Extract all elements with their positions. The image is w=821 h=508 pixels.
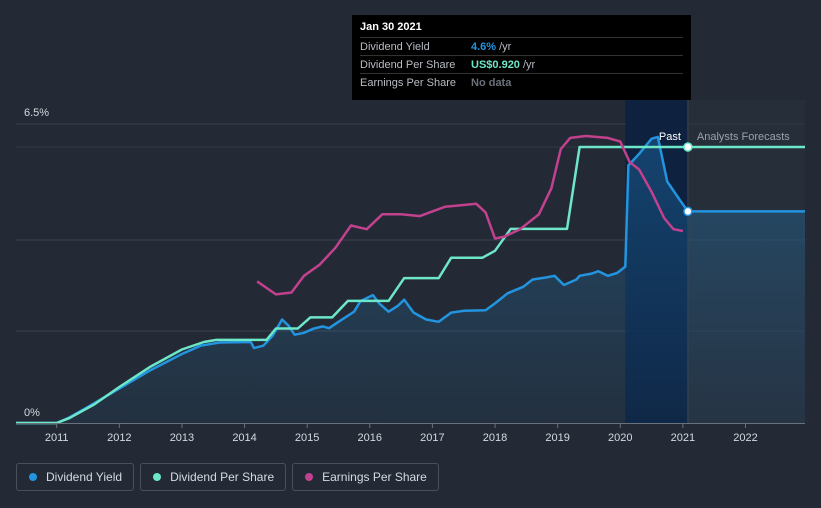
x-tick-label: 2011 <box>45 432 69 444</box>
legend-dividend-per-share[interactable]: Dividend Per Share <box>140 463 287 491</box>
dividend-yield-area <box>16 136 805 423</box>
tooltip: Jan 30 2021 Dividend Yield 4.6% /yr Divi… <box>352 15 691 100</box>
dividend-per-share-marker <box>683 142 693 152</box>
x-tick-label: 2016 <box>358 432 382 444</box>
tooltip-row-dividend-per-share: Dividend Per Share US$0.920 /yr <box>360 55 683 73</box>
dividend-per-share-line <box>16 145 805 425</box>
y-tick-label-max: 6.5% <box>24 107 49 119</box>
x-tick-label: 2021 <box>671 432 695 444</box>
tooltip-label: Earnings Per Share <box>360 76 456 89</box>
tooltip-label: Dividend Per Share <box>360 58 456 71</box>
tooltip-row-earnings-per-share: Earnings Per Share No data <box>360 73 683 91</box>
tooltip-unit: /yr <box>522 58 536 71</box>
legend-label: Dividend Yield <box>46 470 123 484</box>
legend-dot-icon <box>29 473 37 481</box>
legend-dividend-yield[interactable]: Dividend Yield <box>16 463 135 491</box>
tooltip-value: US$0.920 <box>471 58 520 71</box>
legend-earnings-per-share[interactable]: Earnings Per Share <box>292 463 439 491</box>
legend-label: Earnings Per Share <box>322 470 427 484</box>
x-tick-label: 2020 <box>608 432 632 444</box>
tooltip-row-dividend-yield: Dividend Yield 4.6% /yr <box>360 37 683 55</box>
x-tick-label: 2022 <box>733 432 757 444</box>
x-tick-label: 2013 <box>170 432 194 444</box>
tooltip-unit: /yr <box>499 40 512 53</box>
tooltip-date: Jan 30 2021 <box>360 21 422 33</box>
tooltip-value: No data <box>471 76 512 89</box>
legend-dot-icon <box>153 473 162 481</box>
x-tick-label: 2012 <box>107 432 131 444</box>
analysts-forecasts-label: Analysts Forecasts <box>697 131 790 143</box>
legend-label: Dividend Per Share <box>170 470 275 484</box>
dividend-yield-line <box>16 135 805 425</box>
x-tick-label: 2019 <box>545 432 569 444</box>
y-tick-label-zero: 0% <box>24 407 40 419</box>
legend: Dividend Yield Dividend Per Share Earnin… <box>16 463 439 491</box>
x-tick-label: 2017 <box>420 432 444 444</box>
legend-dot-icon <box>305 473 314 481</box>
x-tick-label: 2014 <box>232 432 256 444</box>
x-tick-label: 2018 <box>483 432 507 444</box>
x-tick-label: 2015 <box>295 432 319 444</box>
earnings-per-share-line <box>256 134 684 296</box>
tooltip-value: 4.6% <box>471 40 497 53</box>
dividend-yield-marker <box>683 206 693 217</box>
tooltip-label: Dividend Yield <box>360 40 430 53</box>
past-label: Past <box>659 131 681 143</box>
